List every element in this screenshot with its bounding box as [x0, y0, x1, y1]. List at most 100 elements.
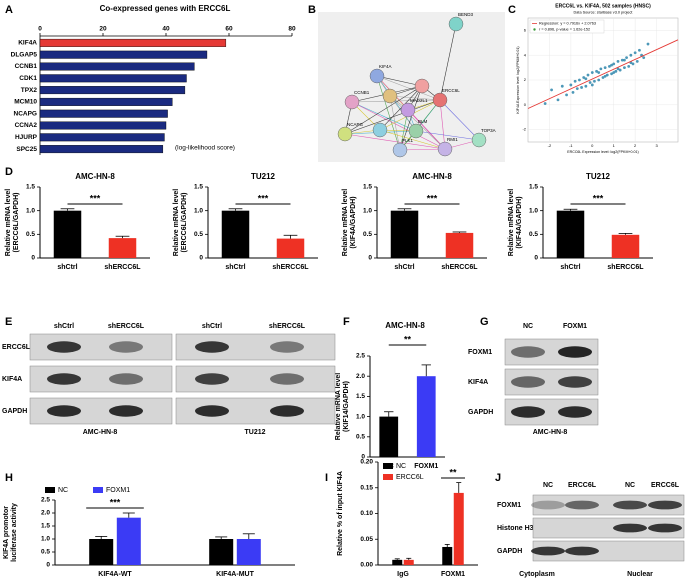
network-node: [382, 88, 398, 104]
network-node: [414, 78, 430, 94]
scatter-point: [580, 86, 583, 89]
y-tick-label: 0.5: [363, 231, 372, 238]
bar: [39, 145, 164, 154]
bar: [416, 376, 436, 457]
scatter-point: [584, 84, 588, 88]
blot-band: [565, 500, 599, 510]
scatter-point: [610, 72, 613, 76]
x-tick-label: 2: [634, 143, 637, 148]
bar: [276, 238, 305, 258]
scatter-point: [646, 42, 650, 46]
bar: [453, 492, 464, 565]
y-tick-label: 0.20: [360, 459, 373, 466]
significance-label: **: [404, 334, 412, 344]
row-label: KIF4A: [468, 379, 488, 386]
y-tick-label: 1.0: [363, 207, 372, 214]
node-label: CCNB1: [354, 90, 370, 95]
bar: [39, 109, 168, 118]
network-edge: [415, 130, 480, 141]
bar: [379, 416, 399, 457]
category-label: DLGAP5: [11, 51, 38, 58]
scatter-point: [612, 71, 616, 74]
significance-label: ***: [427, 193, 438, 203]
legend-label: NC: [58, 487, 68, 494]
legend-box: [529, 19, 605, 34]
panel-label: H: [5, 472, 13, 484]
scatter-point: [631, 62, 635, 66]
node-label: MAD2L1: [410, 98, 428, 103]
row-label: FOXM1: [497, 502, 521, 509]
group-label: Nuclear: [627, 571, 653, 578]
scatter-point: [586, 73, 590, 77]
scatter-point: [593, 79, 596, 83]
x-tick-label: shCtrl: [560, 264, 580, 271]
scatter-point: [614, 69, 618, 73]
category-label: NCAPG: [14, 110, 37, 117]
bar: [390, 210, 419, 258]
row-label: ERCC6L: [2, 344, 31, 351]
category-label: TPX2: [21, 87, 38, 94]
y-tick-label: 2.0: [356, 373, 365, 380]
y-tick-label: 0.05: [360, 536, 373, 543]
x-tick-label: shERCC6L: [607, 264, 644, 271]
chart-title: AMC-HN-8: [385, 321, 425, 330]
network-node: [369, 68, 385, 84]
lane-label: shERCC6L: [108, 323, 145, 330]
y-tick-label: 0: [368, 255, 372, 262]
y-tick-label: 1.5: [363, 184, 372, 191]
y-tick-label: 0.5: [194, 231, 203, 238]
node-label: NCAPG: [347, 122, 364, 127]
blot-band: [109, 405, 143, 417]
x-tick-label: shERCC6L: [104, 264, 141, 271]
category-label: CCNA2: [15, 122, 38, 129]
blot-strip: [532, 517, 685, 539]
x-tick-label: 1: [613, 143, 616, 148]
scatter-point: [603, 74, 607, 78]
scatter-point: [629, 53, 633, 57]
y-axis-label: (KIF4A/GAPDH): [350, 196, 357, 248]
chart-title: TU212: [586, 172, 611, 181]
scatter-point: [560, 84, 564, 88]
regression-line: [527, 39, 679, 109]
group-label: Cytoplasm: [519, 571, 555, 578]
y-axis-label: (KIF14/GAPDH): [343, 381, 350, 432]
y-tick-label: 1.5: [194, 184, 203, 191]
node-label: BLM: [418, 119, 428, 124]
bar: [236, 539, 261, 565]
panel-label: D: [5, 166, 13, 178]
bar: [392, 559, 403, 565]
y-tick-label: 1.0: [529, 207, 538, 214]
x-tick-label: shCtrl: [225, 264, 245, 271]
blot-band: [195, 373, 229, 385]
node-label: KIF4A: [379, 64, 392, 69]
scatter-point: [618, 68, 622, 72]
y-axis-label: Relative mRNA level: [5, 189, 12, 256]
blot-strip: [532, 494, 685, 516]
blot-band: [511, 346, 545, 358]
annotation: (log-likelihood score): [175, 145, 235, 152]
category-label: CDK1: [19, 75, 37, 82]
y-tick-label: 2: [524, 77, 527, 82]
network-edge: [439, 99, 480, 141]
y-tick-label: 0.10: [360, 510, 373, 517]
x-tick-label: 0: [38, 26, 42, 33]
lane-label: NC: [625, 482, 635, 489]
y-tick-label: 0: [31, 255, 35, 262]
blot-band: [195, 405, 229, 417]
network-edge: [389, 95, 446, 150]
legend-label: NC: [396, 463, 406, 470]
y-axis-label: luciferase activity: [11, 503, 18, 562]
scatter-point: [565, 93, 568, 97]
blot-band: [109, 341, 143, 353]
bar: [442, 546, 453, 565]
network-node: [344, 94, 360, 110]
scatter-point: [543, 102, 547, 105]
y-tick-label: 2.0: [41, 510, 50, 517]
network-edge: [351, 101, 446, 150]
scatter-point: [620, 58, 624, 62]
blot-band: [511, 406, 545, 418]
network-node: [471, 132, 487, 148]
blot-band: [558, 346, 592, 358]
row-label: GAPDH: [2, 408, 27, 415]
network-edge: [344, 133, 446, 150]
